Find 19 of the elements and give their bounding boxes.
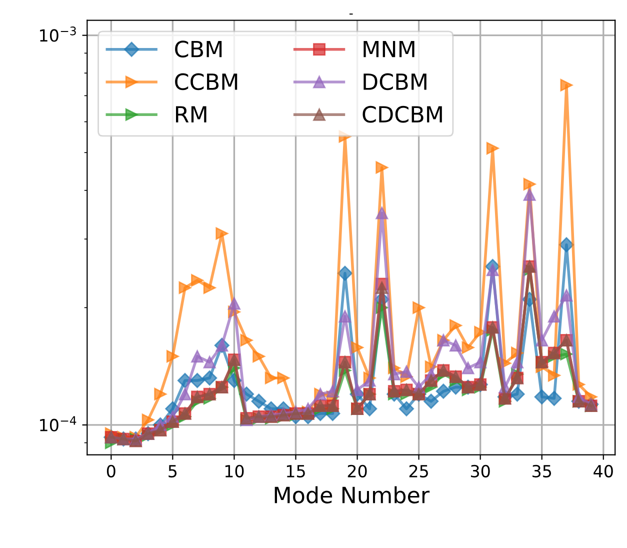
y-tick-label: 10$^{−4}$: [40, 416, 76, 432]
x-tick-label: 15: [286, 465, 305, 478]
x-tick-label: 10: [225, 464, 244, 478]
x-axis-title: Mode Number: [274, 486, 430, 504]
legend-label: DCBM: [364, 73, 426, 90]
legend-label: CDCBM: [362, 106, 442, 123]
legend-label: RM: [176, 106, 206, 122]
x-tick-label: 35: [532, 464, 552, 478]
x-tick-label: 0: [106, 464, 116, 478]
chart-title: -: [349, 14, 353, 15]
x-tick-label: 20: [348, 464, 367, 478]
legend-label: MNM: [364, 40, 414, 58]
x-tick-label: 30: [471, 464, 490, 478]
legend-label: CCBM: [175, 73, 238, 90]
x-tick-label: 40: [594, 464, 613, 478]
y-tick-label: 10$^{−3}$: [40, 26, 76, 42]
x-tick-label: 5: [168, 465, 177, 478]
x-tick-label: 25: [409, 464, 428, 478]
legend-label: CBM: [175, 40, 222, 58]
